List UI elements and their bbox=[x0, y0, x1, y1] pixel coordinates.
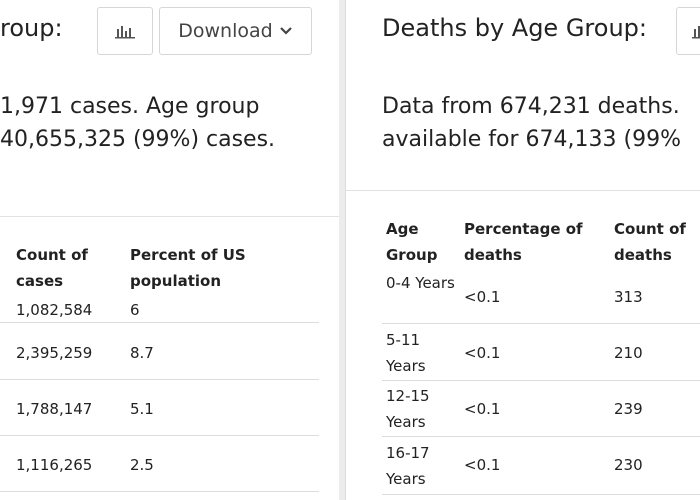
cases-row-3-percent: 5.1 bbox=[130, 400, 154, 418]
deaths-summary-line-1: Data from 674,231 deaths. bbox=[382, 94, 680, 119]
table-row-divider bbox=[382, 323, 700, 324]
panel-gutter bbox=[339, 0, 345, 500]
cases-col-header-count: Count of cases bbox=[16, 246, 88, 290]
cases-row-4-count: 1,116,265 bbox=[16, 456, 93, 474]
deaths-row-2-count: 210 bbox=[614, 344, 643, 362]
cases-row-2-count: 2,395,259 bbox=[16, 344, 93, 362]
table-row-divider bbox=[0, 322, 319, 323]
deaths-row-1-age: 0-4 Years bbox=[386, 274, 455, 292]
table-row-divider bbox=[0, 379, 319, 380]
cases-summary: 1,971 cases. Age group 40,655,325 (99%) … bbox=[0, 90, 275, 156]
deaths-col-header-age: Age Group bbox=[386, 220, 438, 264]
cases-row-4-percent: 2.5 bbox=[130, 456, 154, 474]
cases-panel-title: roup: bbox=[0, 14, 63, 42]
table-row-divider bbox=[0, 491, 319, 492]
table-row-divider bbox=[382, 436, 700, 437]
deaths-col-header-count: Count of deaths bbox=[614, 220, 686, 264]
cases-by-age-panel: roup: Download 1,971 cases. Age group 40… bbox=[0, 0, 339, 500]
deaths-row-4-percent: <0.1 bbox=[464, 456, 501, 474]
cases-section-divider bbox=[0, 216, 339, 217]
cases-row-1-percent: 6 bbox=[130, 301, 140, 319]
deaths-row-3-count: 239 bbox=[614, 400, 643, 418]
deaths-summary-line-2: available for 674,133 (99% bbox=[382, 127, 681, 152]
table-row-divider bbox=[382, 494, 700, 495]
deaths-panel-title: Deaths by Age Group: bbox=[382, 14, 647, 42]
bar-chart-icon bbox=[692, 26, 700, 39]
cases-row-1-count: 1,082,584 bbox=[16, 301, 93, 319]
deaths-summary: Data from 674,231 deaths. available for … bbox=[382, 90, 681, 156]
table-row-divider bbox=[0, 435, 319, 436]
cases-col-header-percent: Percent of US population bbox=[130, 246, 246, 290]
chevron-down-icon bbox=[279, 27, 292, 35]
deaths-row-3-age: 12-15 Years bbox=[386, 387, 430, 431]
chart-view-button[interactable] bbox=[97, 7, 153, 55]
download-label: Download bbox=[178, 20, 273, 42]
cases-row-3-count: 1,788,147 bbox=[16, 400, 93, 418]
deaths-row-4-count: 230 bbox=[614, 456, 643, 474]
cases-summary-line-1: 1,971 cases. Age group bbox=[0, 94, 260, 119]
deaths-col-header-percent: Percentage of deaths bbox=[464, 220, 583, 264]
deaths-row-3-percent: <0.1 bbox=[464, 400, 501, 418]
deaths-row-1-percent: <0.1 bbox=[464, 288, 501, 306]
cases-row-2-percent: 8.7 bbox=[130, 344, 154, 362]
download-dropdown-button[interactable]: Download bbox=[159, 7, 312, 55]
bar-chart-icon bbox=[115, 26, 135, 39]
deaths-row-2-age: 5-11 Years bbox=[386, 331, 426, 375]
deaths-row-4-age: 16-17 Years bbox=[386, 444, 430, 488]
table-row-divider bbox=[382, 380, 700, 381]
deaths-section-divider bbox=[346, 190, 700, 191]
cases-summary-line-2: 40,655,325 (99%) cases. bbox=[0, 127, 276, 152]
deaths-row-2-percent: <0.1 bbox=[464, 344, 501, 362]
deaths-by-age-panel: Deaths by Age Group: Data from 674,231 d… bbox=[345, 0, 700, 500]
deaths-row-1-count: 313 bbox=[614, 288, 643, 306]
deaths-chart-view-button[interactable] bbox=[676, 7, 700, 55]
